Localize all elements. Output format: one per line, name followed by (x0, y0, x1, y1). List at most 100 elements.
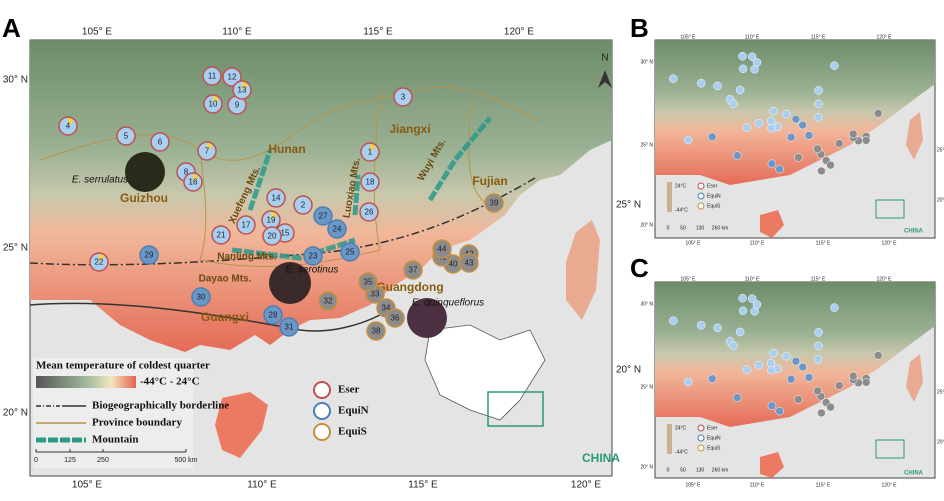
site-label: 27 (319, 212, 328, 221)
site-label: 44 (438, 245, 447, 254)
site-dot (713, 81, 722, 91)
mountain-ridge (231, 116, 492, 261)
site-dot (767, 365, 776, 375)
site-label: 30 (197, 293, 206, 302)
north-arrow (598, 70, 612, 88)
site-dot (767, 159, 777, 168)
site-dot (669, 74, 678, 83)
site-label: 16 (189, 178, 198, 187)
site-dot (747, 52, 757, 61)
site-dot (782, 110, 791, 119)
site-label: 38 (372, 327, 381, 336)
legend-group: EquiS (338, 426, 367, 438)
lon-label: 105° E (82, 27, 112, 38)
site-label: 12 (228, 73, 237, 82)
site-dot (817, 408, 826, 418)
site-label: 9 (235, 101, 240, 110)
lon-label: 110° E (745, 276, 760, 282)
taiwan (566, 220, 600, 320)
lat-label: 20° N (3, 408, 28, 419)
site-dot (738, 64, 748, 74)
legend-group: EquiS (707, 445, 721, 451)
pie-slice (213, 96, 219, 104)
site-dot (830, 61, 839, 70)
site-dot (834, 139, 844, 148)
province-label: Guangdong (376, 280, 443, 294)
panel-b (654, 39, 936, 239)
mainland (655, 282, 935, 427)
site-dot (733, 151, 742, 160)
country-label: CHINA (582, 451, 620, 465)
site-dot (861, 136, 871, 145)
species-label: E. quinqueflorus (412, 298, 484, 309)
site-label: 37 (409, 266, 418, 275)
site-dot (804, 373, 814, 382)
legend-group: Eser (707, 183, 718, 189)
site-dot (696, 320, 706, 330)
site-label: 17 (242, 221, 251, 230)
site-dot (735, 327, 745, 337)
site-dot (738, 293, 747, 303)
lon-label: 110° E (745, 34, 760, 40)
lat-label: 20° N (640, 464, 653, 470)
lon-label: 110° E (750, 482, 765, 488)
legend-temp: 24°C (675, 425, 687, 431)
site-dot (826, 402, 835, 412)
legend-symbol (697, 182, 705, 190)
pie-slice (99, 254, 105, 262)
scale-label: 130 (696, 467, 705, 473)
site-dot (707, 374, 717, 383)
legend-borderline: Biogeographically borderline (92, 400, 229, 412)
site-label: 26 (365, 208, 374, 217)
site-dot (729, 341, 738, 351)
lon-label: 110° E (222, 27, 252, 38)
lon-label: 115° E (811, 34, 826, 40)
legend-temp: -44°C (675, 207, 688, 213)
site-dot (782, 352, 791, 361)
site-label: 6 (158, 138, 163, 147)
scale-label: 50 (680, 467, 686, 473)
site-label: 43 (465, 259, 474, 268)
site-label: 29 (145, 251, 154, 260)
site-marker (360, 172, 380, 192)
site-label: 22 (95, 258, 104, 267)
lon-label: 120° E (504, 27, 534, 38)
legend-symbol (313, 423, 331, 441)
scale-label: 260 km (712, 467, 728, 473)
site-label: 14 (272, 194, 281, 203)
lat-label: 30° N (3, 75, 28, 86)
legend-temp: 24°C (675, 183, 687, 189)
legend-symbol (697, 192, 705, 200)
pie-slice (242, 82, 248, 90)
province-label: Hunan (268, 142, 305, 156)
site-dot (817, 166, 826, 176)
site-label: 4 (66, 122, 71, 131)
lon-label: 110° E (750, 240, 765, 246)
site-label: 3 (401, 93, 406, 102)
legend-symbol (697, 444, 705, 452)
species-photo (407, 298, 447, 338)
site-label: 28 (269, 311, 278, 320)
site-marker (263, 305, 283, 325)
lon-label: 105° E (72, 480, 102, 491)
scale-label: 125 (64, 457, 76, 464)
site-dot (814, 86, 823, 95)
province-label: Fujian (472, 174, 507, 188)
site-dot (798, 362, 807, 372)
site-dot (873, 351, 883, 360)
site-marker (262, 226, 282, 246)
species-label: E. serotinus (286, 265, 339, 276)
site-dot (738, 306, 748, 316)
site-dot (791, 114, 801, 124)
site-dot (775, 406, 784, 416)
site-label: 21 (217, 231, 226, 240)
site-dot (813, 113, 823, 122)
pie-slice (193, 174, 199, 182)
site-marker (191, 287, 211, 307)
site-dot (754, 119, 764, 128)
lon-label: 105° E (680, 276, 696, 282)
lon-label: 120° E (881, 240, 897, 246)
site-label: 23 (309, 252, 318, 261)
site-marker (393, 87, 413, 107)
